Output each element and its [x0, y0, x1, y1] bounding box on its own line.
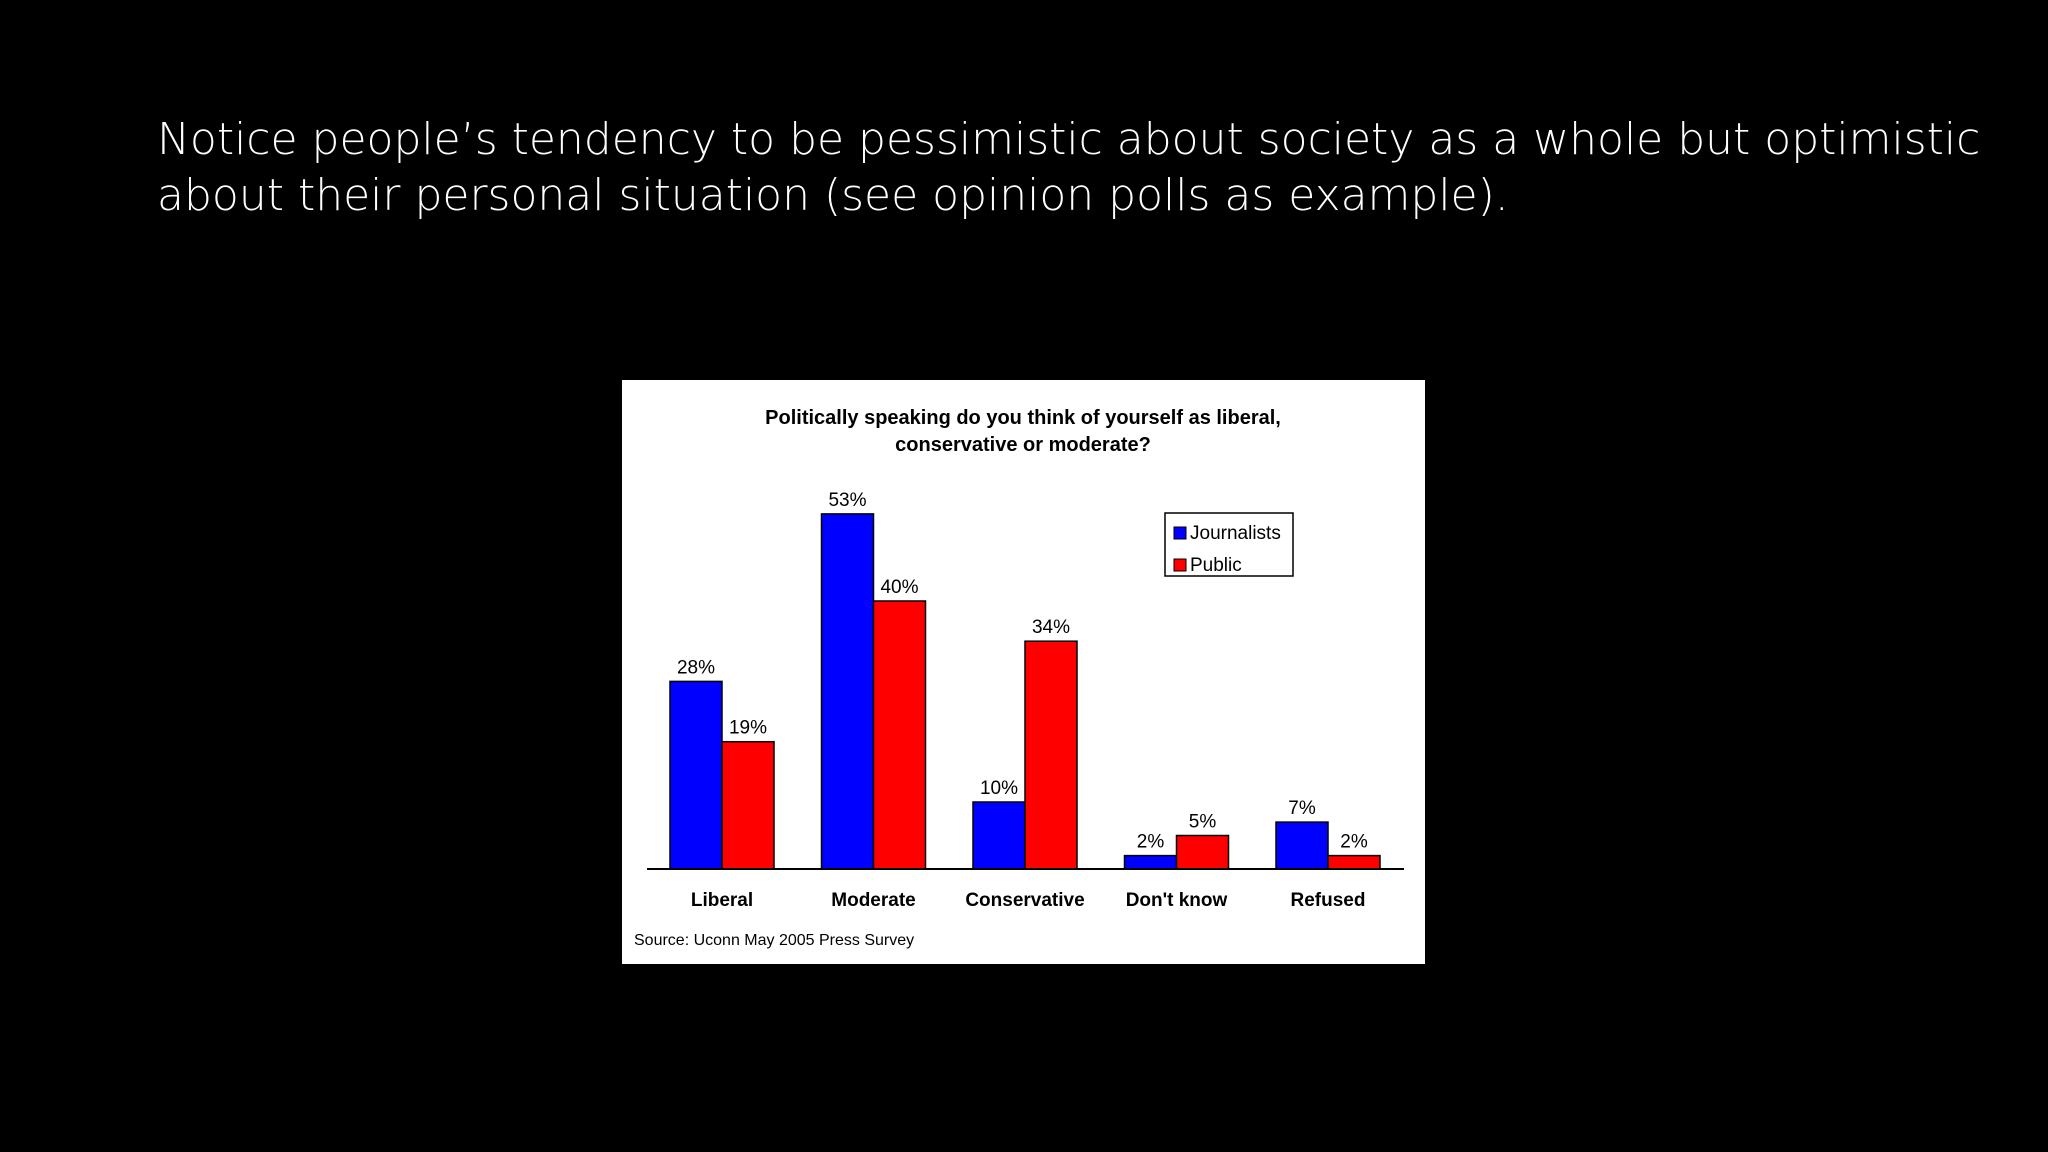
chart-panel: Politically speaking do you think of you…: [622, 380, 1425, 964]
bar-public-liberal: [721, 740, 775, 870]
bar-public-don-t-know: [1175, 834, 1230, 870]
data-label-journalists-refused: 7%: [1288, 798, 1316, 819]
slide-body-text: Notice people’s tendency to be pessimist…: [157, 112, 1981, 224]
category-label-refused: Refused: [1291, 890, 1366, 911]
bar-journalists-liberal: [669, 680, 723, 870]
data-label-journalists-don-t-know: 2%: [1137, 832, 1165, 853]
data-label-journalists-conservative: 10%: [980, 778, 1018, 799]
data-label-public-liberal: 19%: [729, 718, 767, 739]
bar-journalists-conservative: [972, 801, 1026, 870]
chart-title-line-2: conservative or moderate?: [895, 434, 1151, 456]
bar-public-conservative: [1024, 640, 1078, 870]
bar-public-moderate: [872, 600, 927, 870]
source-note: Source: Uconn May 2005 Press Survey: [634, 932, 914, 949]
legend-label-journalists: Journalists: [1190, 523, 1281, 544]
category-label-don-t-know: Don't know: [1126, 890, 1228, 911]
chart-title-line-1: Politically speaking do you think of you…: [765, 407, 1281, 429]
legend: Journalists Public: [1164, 512, 1294, 577]
data-label-public-don-t-know: 5%: [1189, 812, 1217, 833]
category-label-liberal: Liberal: [691, 890, 753, 911]
legend-label-public: Public: [1190, 555, 1242, 576]
data-label-journalists-moderate: 53%: [828, 490, 866, 511]
data-label-public-moderate: 40%: [880, 577, 918, 598]
bar-public-refused: [1327, 854, 1381, 870]
slide-text-line-2: about their personal situation (see opin…: [157, 170, 1509, 221]
slide-text-line-1: Notice people’s tendency to be pessimist…: [157, 114, 1981, 165]
bar-chart: Politically speaking do you think of you…: [634, 407, 1404, 949]
data-label-public-refused: 2%: [1340, 832, 1368, 853]
bar-journalists-don-t-know: [1123, 854, 1178, 870]
bar-journalists-moderate: [820, 513, 875, 870]
data-label-public-conservative: 34%: [1032, 617, 1070, 638]
legend-swatch-public: [1173, 558, 1187, 572]
category-label-moderate: Moderate: [831, 890, 915, 911]
bar-journalists-refused: [1275, 821, 1329, 870]
data-label-journalists-liberal: 28%: [677, 657, 715, 678]
category-label-conservative: Conservative: [965, 890, 1084, 911]
legend-swatch-journalists: [1173, 526, 1187, 540]
